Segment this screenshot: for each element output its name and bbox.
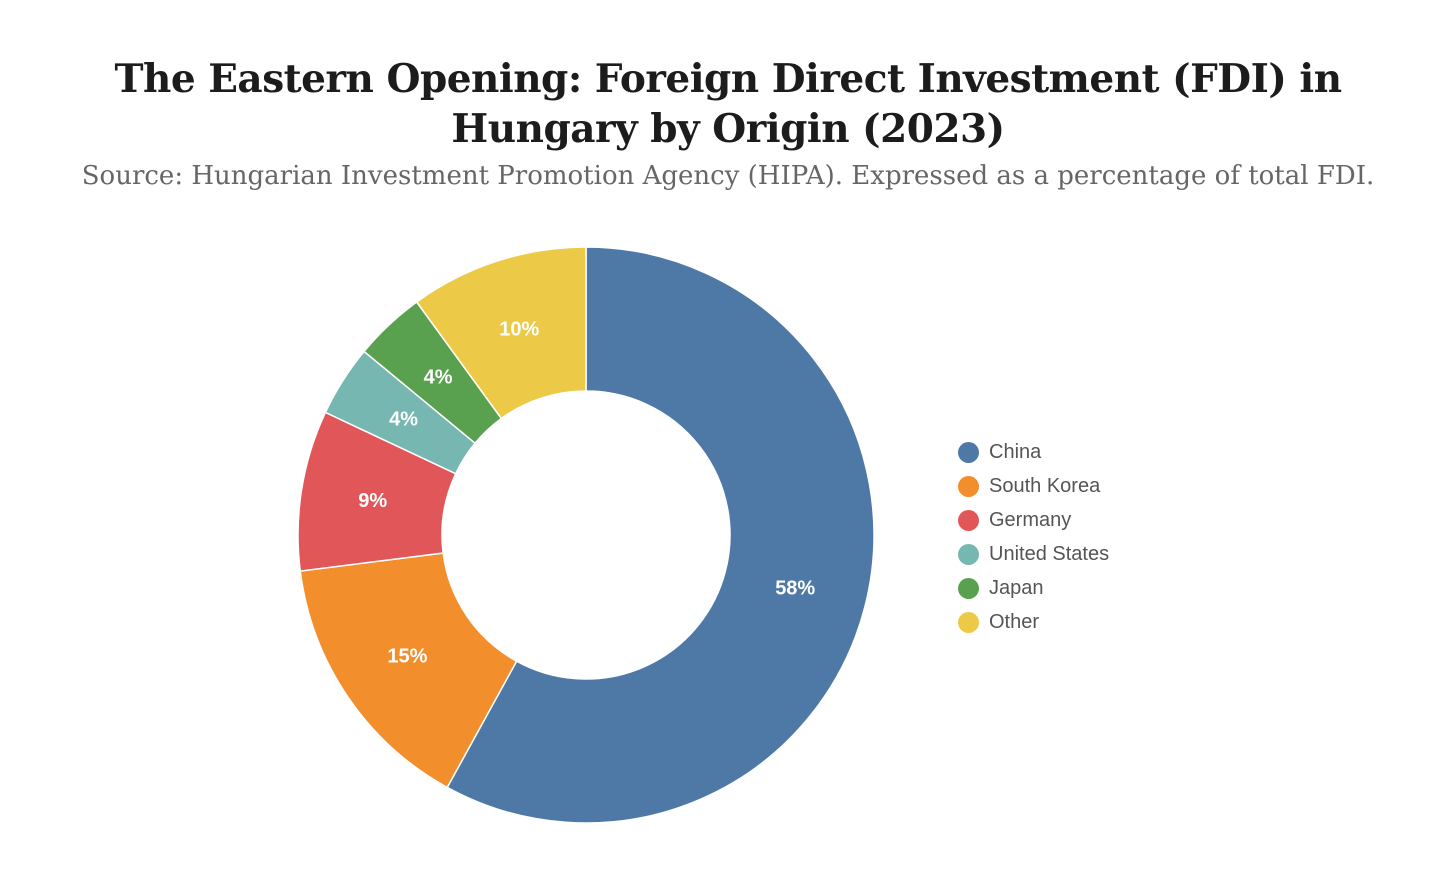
legend-label: Germany bbox=[989, 508, 1072, 531]
legend-item-china[interactable]: China bbox=[958, 435, 1109, 469]
legend-swatch bbox=[958, 509, 979, 531]
legend-label: Other bbox=[989, 610, 1040, 633]
legend-swatch bbox=[958, 543, 979, 565]
legend-swatch bbox=[958, 475, 979, 497]
legend-swatch bbox=[958, 611, 979, 633]
chart-subtitle: Source: Hungarian Investment Promotion A… bbox=[81, 161, 1375, 191]
slice-label-germany: 9% bbox=[358, 490, 387, 512]
legend-item-united-states[interactable]: United States bbox=[958, 537, 1109, 571]
legend-label: South Korea bbox=[989, 474, 1101, 497]
legend-item-south-korea[interactable]: South Korea bbox=[958, 469, 1109, 503]
legend-label: Japan bbox=[989, 576, 1044, 599]
legend-item-japan[interactable]: Japan bbox=[958, 571, 1109, 605]
slice-label-south-korea: 15% bbox=[387, 645, 427, 667]
slice-other[interactable] bbox=[415, 246, 587, 420]
legend-item-other[interactable]: Other bbox=[958, 605, 1109, 639]
chart-title: The Eastern Opening: Foreign Direct Inve… bbox=[114, 56, 1342, 152]
slice-label-japan: 4% bbox=[424, 367, 453, 389]
slice-label-other: 10% bbox=[499, 319, 539, 341]
chart-legend: China South Korea Germany United States Japa… bbox=[958, 435, 1109, 639]
slice-south-korea[interactable] bbox=[299, 552, 518, 789]
legend-swatch bbox=[958, 441, 979, 463]
slice-china[interactable] bbox=[446, 246, 875, 824]
legend-label: United States bbox=[989, 542, 1110, 565]
slice-label-china: 58% bbox=[775, 578, 815, 600]
legend-swatch bbox=[958, 577, 979, 599]
legend-item-germany[interactable]: Germany bbox=[958, 503, 1109, 537]
slice-label-united-states: 4% bbox=[389, 408, 418, 430]
legend-label: China bbox=[989, 440, 1042, 463]
